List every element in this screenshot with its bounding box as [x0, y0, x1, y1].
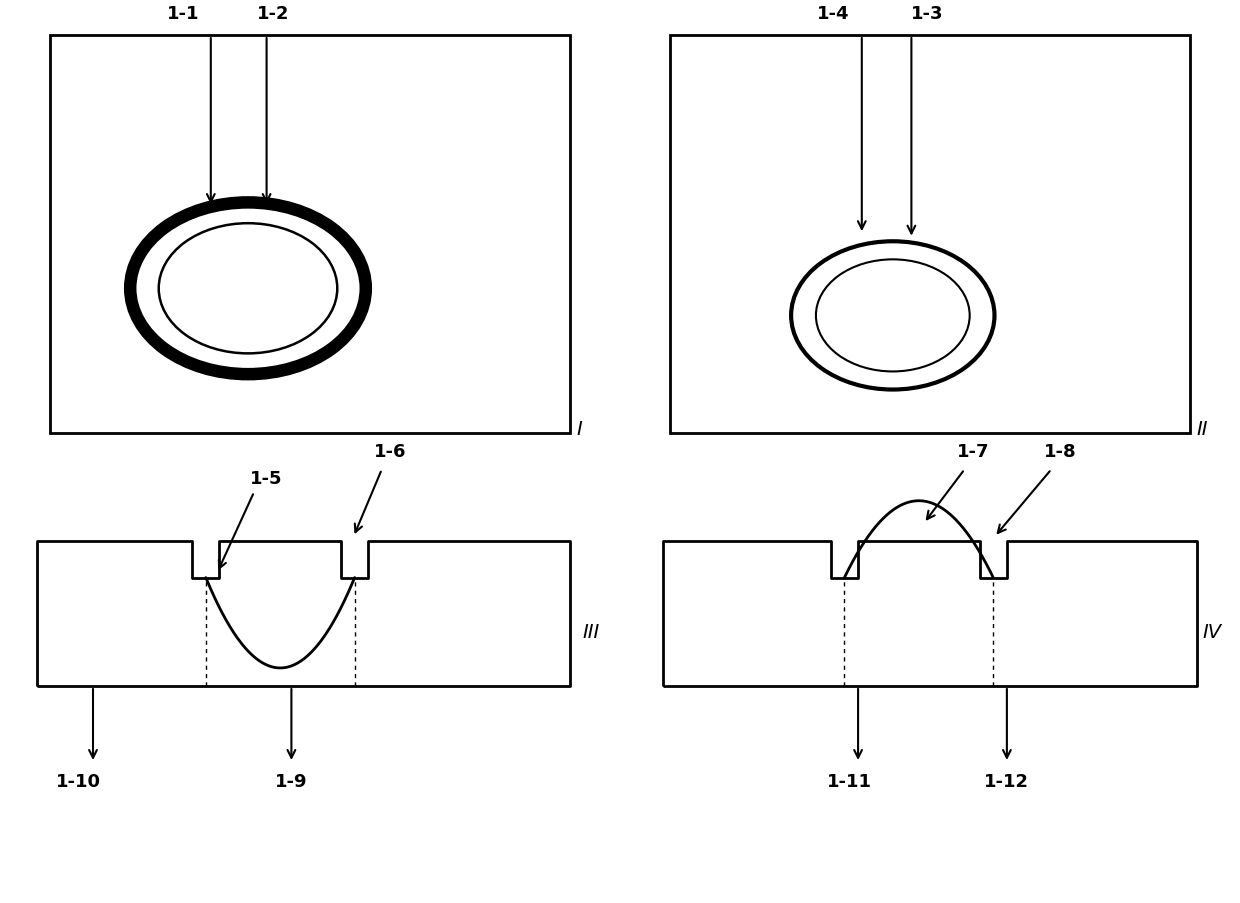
Text: 1-12: 1-12 — [985, 772, 1029, 790]
Circle shape — [145, 214, 351, 364]
Text: I: I — [577, 420, 583, 439]
Text: 1-5: 1-5 — [250, 470, 283, 488]
Text: 1-7: 1-7 — [957, 442, 990, 461]
Text: 1-8: 1-8 — [1044, 442, 1076, 461]
Text: 1-4: 1-4 — [817, 5, 849, 23]
Bar — [50, 36, 570, 433]
Text: 1-3: 1-3 — [911, 5, 944, 23]
Text: 1-11: 1-11 — [827, 772, 872, 790]
Text: II: II — [1197, 420, 1208, 439]
Circle shape — [124, 199, 372, 379]
Text: 1-2: 1-2 — [257, 5, 289, 23]
Text: 1-9: 1-9 — [275, 772, 308, 790]
Text: 1-6: 1-6 — [374, 442, 407, 461]
Text: 1-10: 1-10 — [56, 772, 100, 790]
Bar — [670, 36, 1190, 433]
Text: 1-1: 1-1 — [167, 5, 200, 23]
Text: III: III — [583, 622, 600, 642]
Text: IV: IV — [1203, 622, 1221, 642]
